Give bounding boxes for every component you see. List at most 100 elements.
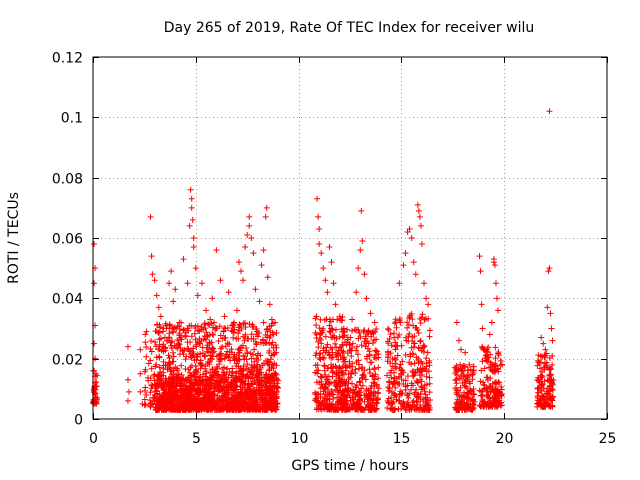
- data-point: [391, 320, 398, 327]
- data-point: [458, 346, 465, 353]
- data-point: [148, 382, 155, 389]
- data-point: [313, 350, 320, 357]
- data-point: [254, 361, 261, 368]
- data-point: [240, 320, 247, 327]
- data-point: [315, 344, 322, 351]
- data-point: [387, 359, 394, 366]
- data-point: [547, 310, 554, 317]
- data-point: [175, 340, 182, 347]
- data-point: [222, 325, 229, 332]
- data-point: [339, 350, 346, 357]
- data-point: [254, 401, 261, 408]
- data-point: [479, 358, 486, 365]
- data-point: [166, 365, 173, 372]
- data-point: [225, 354, 232, 361]
- data-point: [548, 325, 555, 332]
- data-point: [484, 377, 491, 384]
- data-point: [147, 375, 154, 382]
- data-point: [332, 301, 339, 308]
- data-point: [267, 380, 274, 387]
- data-point: [464, 367, 471, 374]
- data-point: [386, 378, 393, 385]
- data-point: [419, 367, 426, 374]
- data-point: [350, 386, 357, 393]
- grid-lines: [93, 57, 607, 419]
- data-point: [253, 326, 260, 333]
- data-point: [258, 262, 265, 269]
- data-point: [161, 334, 168, 341]
- data-point: [142, 366, 149, 373]
- data-point: [413, 386, 420, 393]
- data-point: [164, 361, 171, 368]
- data-point: [209, 394, 216, 401]
- data-point: [240, 372, 247, 379]
- data-point: [426, 333, 433, 340]
- data-point: [534, 385, 541, 392]
- data-point: [356, 329, 363, 336]
- data-point: [325, 380, 332, 387]
- data-point: [162, 347, 169, 354]
- data-point: [389, 355, 396, 362]
- data-point: [176, 330, 183, 337]
- data-point: [251, 358, 258, 365]
- data-point: [424, 401, 431, 408]
- data-point: [461, 363, 468, 370]
- data-point: [175, 393, 182, 400]
- data-point: [165, 352, 172, 359]
- x-tick-label: 20: [496, 431, 514, 447]
- data-point: [345, 386, 352, 393]
- data-point: [169, 401, 176, 408]
- data-point: [391, 334, 398, 341]
- data-point: [195, 406, 202, 413]
- data-point: [539, 393, 546, 400]
- data-point: [233, 335, 240, 342]
- data-point: [199, 381, 206, 388]
- data-point: [187, 364, 194, 371]
- data-point: [388, 367, 395, 374]
- data-point: [170, 405, 177, 412]
- data-point: [217, 277, 224, 284]
- data-point: [257, 339, 264, 346]
- data-point: [260, 247, 267, 254]
- data-point: [362, 343, 369, 350]
- data-point: [222, 343, 229, 350]
- data-point: [155, 304, 162, 311]
- data-point: [178, 362, 185, 369]
- data-point: [336, 313, 343, 320]
- data-point: [236, 406, 243, 413]
- data-point: [91, 280, 98, 287]
- data-point: [233, 400, 240, 407]
- data-point: [375, 375, 382, 382]
- y-axis-label: ROTI / TECUs: [6, 192, 22, 284]
- data-point: [233, 307, 240, 314]
- data-point: [201, 391, 208, 398]
- data-point: [213, 363, 220, 370]
- data-point: [171, 324, 178, 331]
- data-point: [416, 213, 423, 220]
- data-point: [268, 373, 275, 380]
- data-point: [233, 383, 240, 390]
- data-point: [252, 286, 259, 293]
- data-point: [235, 259, 242, 266]
- data-point: [367, 310, 374, 317]
- data-point: [172, 286, 179, 293]
- data-point: [169, 328, 176, 335]
- data-point: [183, 394, 190, 401]
- data-point: [153, 361, 160, 368]
- data-point: [178, 336, 185, 343]
- data-point: [147, 213, 154, 220]
- data-point: [349, 368, 356, 375]
- data-point: [375, 364, 382, 371]
- data-point: [226, 369, 233, 376]
- data-point: [322, 349, 329, 356]
- data-point: [385, 384, 392, 391]
- data-point: [451, 364, 458, 371]
- data-point: [455, 337, 462, 344]
- data-point: [224, 365, 231, 372]
- data-point: [224, 394, 231, 401]
- data-point: [322, 277, 329, 284]
- data-point: [215, 338, 222, 345]
- data-point: [349, 316, 356, 323]
- data-point: [157, 368, 164, 375]
- data-point: [416, 372, 423, 379]
